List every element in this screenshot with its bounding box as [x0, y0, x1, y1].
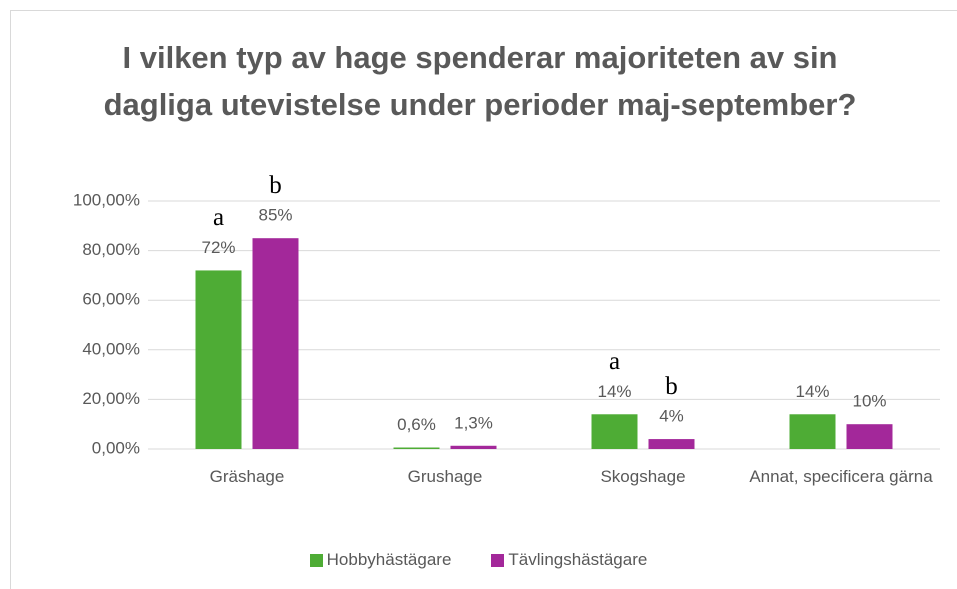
legend-swatch [491, 553, 505, 567]
data-label: 72% [201, 238, 235, 257]
legend-swatch [309, 553, 323, 567]
annotation: b [269, 172, 282, 199]
bar [252, 238, 299, 449]
data-label: 4% [659, 407, 684, 426]
data-label: 14% [597, 382, 631, 401]
y-tick-label: 40,00% [82, 339, 140, 358]
data-label: 1,3% [454, 413, 493, 432]
chart-frame [10, 10, 957, 589]
x-tick-label: Skogshage [600, 467, 686, 486]
legend: Hobbyhästägare Tävlingshästägare [0, 550, 957, 570]
data-label: 0,6% [397, 415, 436, 434]
bar [789, 414, 836, 449]
bar [195, 270, 242, 449]
legend-label: Tävlingshästägare [508, 550, 648, 569]
annotation: a [609, 348, 620, 375]
legend-label: Hobbyhästägare [326, 550, 452, 569]
y-tick-label: 100,00% [73, 190, 140, 209]
data-label: 14% [795, 382, 829, 401]
x-tick-label: Gräshage [209, 467, 285, 486]
chart-title: I vilken typ av hage spenderar majoritet… [103, 40, 857, 122]
legend-item: Hobbyhästägare [309, 550, 452, 570]
annotation: a [213, 204, 224, 231]
bar [648, 439, 695, 449]
bar [846, 424, 893, 449]
data-label: 85% [258, 206, 292, 225]
bar [591, 414, 638, 449]
annotation: b [665, 373, 678, 400]
y-tick-label: 60,00% [82, 290, 140, 309]
legend-item: Tävlingshästägare [491, 550, 647, 570]
x-tick-label: Grushage [407, 467, 483, 486]
y-tick-label: 80,00% [82, 240, 140, 259]
y-tick-label: 20,00% [82, 389, 140, 408]
data-label: 10% [852, 392, 886, 411]
y-tick-label: 0,00% [92, 438, 140, 457]
bar [450, 445, 497, 449]
bar [393, 447, 440, 449]
x-tick-label: Annat, specificera gärna [749, 467, 933, 486]
